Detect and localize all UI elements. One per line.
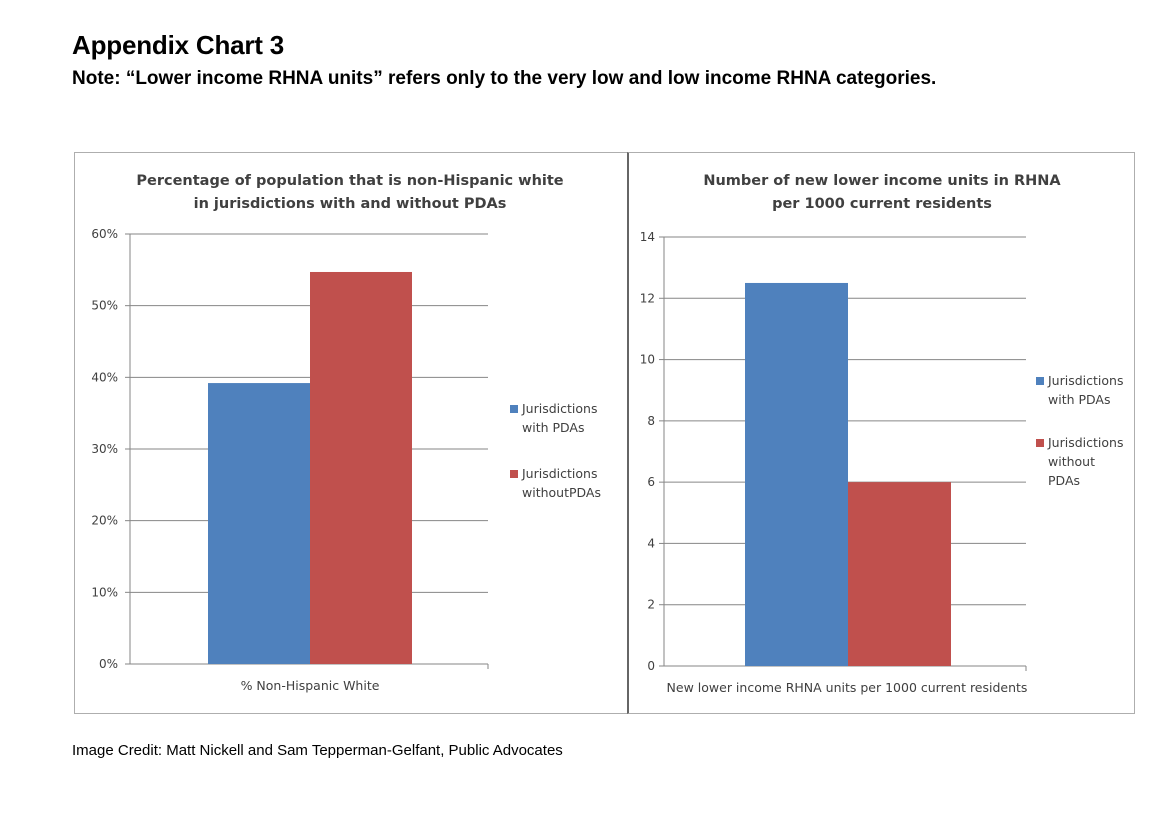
- chart1-legend-label: withoutPDAs: [522, 485, 601, 500]
- chart2-bar-without-pdas: [848, 482, 951, 666]
- chart1-title-line: Percentage of population that is non-His…: [136, 173, 563, 189]
- chart2-y-tick-label: 14: [640, 230, 655, 244]
- chart1-y-tick-label: 30%: [91, 442, 118, 456]
- chart1-y-tick-label: 40%: [91, 370, 118, 384]
- chart1-y-tick-label: 50%: [91, 299, 118, 313]
- chart2-legend-label: Jurisdictions: [1047, 373, 1123, 388]
- chart1-y-tick-label: 20%: [91, 514, 118, 528]
- chart2-title-line: Number of new lower income units in RHNA: [703, 173, 1061, 189]
- chart2-y-tick-label: 10: [640, 353, 655, 367]
- chart1-y-tick-label: 10%: [91, 585, 118, 599]
- chart1-legend-swatch-without-pdas: [510, 470, 518, 478]
- chart1-bar-without-pdas: [310, 271, 412, 664]
- chart2-y-tick-label: 6: [647, 475, 655, 489]
- chart2-y-tick-label: 12: [640, 291, 655, 305]
- chart1-category-label: % Non-Hispanic White: [241, 678, 380, 693]
- page-title: Appendix Chart 3: [72, 30, 285, 60]
- chart2-y-tick-label: 2: [647, 598, 655, 612]
- chart2-y-tick-label: 8: [647, 414, 655, 428]
- chart1-legend-label: Jurisdictions: [521, 466, 597, 481]
- chart2-y-tick-label: 0: [647, 659, 655, 673]
- chart1-bar-with-pdas: [208, 383, 310, 664]
- chart2-bar-with-pdas: [745, 282, 848, 666]
- chart2-y-tick-label: 4: [647, 536, 655, 550]
- chart2-legend-label: Jurisdictions: [1047, 435, 1123, 450]
- chart1-legend-label: with PDAs: [522, 420, 585, 435]
- chart2-legend-label: PDAs: [1048, 473, 1080, 488]
- chart1-legend-swatch-with-pdas: [510, 405, 518, 413]
- image-credit: Image Credit: Matt Nickell and Sam Teppe…: [72, 742, 563, 759]
- chart1-y-tick-label: 60%: [91, 227, 118, 241]
- chart1-title-line: in jurisdictions with and without PDAs: [194, 196, 507, 212]
- chart2-legend-label: without: [1048, 454, 1095, 469]
- chart1-legend-label: Jurisdictions: [521, 401, 597, 416]
- chart2-legend-label: with PDAs: [1048, 392, 1111, 407]
- page-note: Note: “Lower income RHNA units” refers o…: [72, 68, 937, 89]
- chart2-legend-swatch-with-pdas: [1036, 377, 1044, 385]
- chart-panel-rhna-units: [627, 152, 1135, 714]
- chart2-title-line: per 1000 current residents: [772, 196, 992, 212]
- chart1-y-tick-label: 0%: [99, 657, 118, 671]
- chart2-category-label: New lower income RHNA units per 1000 cur…: [667, 680, 1028, 695]
- chart2-legend-swatch-without-pdas: [1036, 439, 1044, 447]
